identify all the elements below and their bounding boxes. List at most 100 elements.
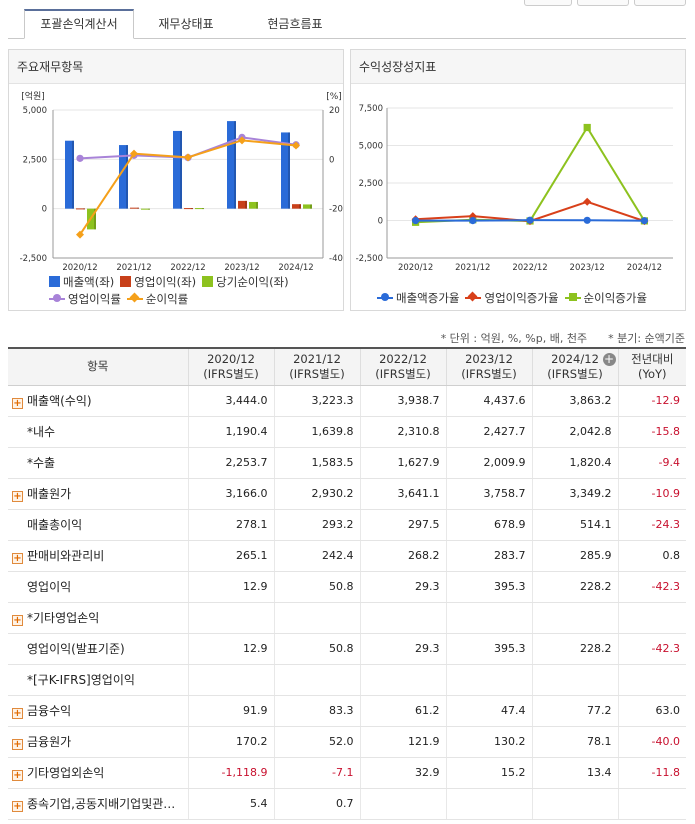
value-cell: 283.7: [445, 540, 532, 572]
x-tick-label: 2021/12: [455, 263, 490, 273]
legend-item[interactable]: 당기순이익(좌): [202, 274, 289, 289]
value-cell: 3,641.1: [359, 478, 446, 510]
value-cell: 50.8: [273, 571, 360, 603]
legend-item[interactable]: 순이익증가율: [564, 290, 647, 305]
value-cell: 4,437.6: [445, 385, 532, 417]
data-point: [583, 216, 591, 224]
table-row: 영업이익 12.9 50.8 29.3 395.3 228.2 -42.3: [8, 571, 686, 603]
unit-label: * 단위 : 억원, %, %p, 배, 천주: [440, 332, 588, 345]
row-label-cell[interactable]: + 판매비와관리비: [8, 540, 188, 572]
table-row: *내수 1,190.4 1,639.8 2,310.8 2,427.7 2,042.8 -1…: [8, 416, 686, 448]
top-toolbar-strip: [0, 0, 695, 8]
toolbar-button[interactable]: [634, 0, 686, 6]
bar-fill: [119, 145, 128, 209]
table-body: + 매출액(수익) 3,444.0 3,223.3 3,938.7 4,437.6 3,86…: [8, 385, 686, 820]
legend-item[interactable]: 영업이익증가율: [465, 290, 559, 305]
legend-label: 영업이익증가율: [484, 290, 559, 305]
table-row: 매출총이익 278.1 293.2 297.5 678.9 514.1 -24.3: [8, 509, 686, 541]
value-cell: 265.1: [187, 540, 274, 572]
growth-indicators-chart: 7,500 5,000 2,500 0 -2,500 2020/12 2021/12 2022…: [356, 104, 673, 273]
value-cell: -7.1: [273, 757, 360, 789]
column-header: 2021/12 (IFRS별도): [273, 348, 360, 386]
value-cell: 29.3: [359, 633, 446, 665]
value-cell: 91.9: [187, 695, 274, 727]
legend-item[interactable]: 영업이익률: [49, 291, 121, 306]
x-tick-label: 2021/12: [116, 263, 151, 273]
legend-item[interactable]: 순이익률: [126, 291, 188, 306]
tab-cash-flow[interactable]: 현금흐름표: [267, 17, 323, 31]
data-point: [184, 153, 192, 162]
expand-row-icon[interactable]: +: [12, 491, 23, 502]
expand-row-icon[interactable]: +: [12, 770, 23, 781]
tab-income-statement[interactable]: 포괄손익계산서: [24, 9, 134, 39]
column-header: 2022/12 (IFRS별도): [359, 348, 446, 386]
toolbar-button[interactable]: [577, 0, 629, 6]
key-financials-chart: [억원] [%] 5,000 2,500 0 -2,500 20 0 -20 -40 2020/12…: [20, 90, 343, 273]
expand-row-icon[interactable]: +: [12, 553, 23, 564]
value-cell: 285.9: [531, 540, 618, 572]
row-label-cell[interactable]: + *기타영업손익: [8, 602, 188, 634]
row-label: *[구K-IFRS]영업이익: [27, 673, 135, 687]
bar-shade: [202, 208, 204, 210]
bar-fill: [249, 201, 258, 209]
value-cell: [273, 602, 360, 634]
expand-row-icon[interactable]: +: [12, 708, 23, 719]
bar: [141, 208, 150, 210]
bar-shade: [288, 132, 290, 209]
add-column-icon[interactable]: +: [602, 352, 616, 366]
value-cell: 1,639.8: [273, 416, 360, 448]
yoy-cell: [617, 602, 686, 634]
value-cell: 50.8: [273, 633, 360, 665]
row-label: 판매비와관리비: [27, 549, 105, 563]
bar-shade: [83, 208, 85, 210]
header-line2: (IFRS별도): [289, 366, 345, 381]
expand-row-icon[interactable]: +: [12, 398, 23, 409]
y-tick-label: -40: [329, 254, 343, 264]
table-row: + 종속기업,공동지배기업및관… 5.4 0.7: [8, 788, 686, 820]
value-cell: 3,349.2: [531, 478, 618, 510]
legend-item[interactable]: 매출액증가율: [377, 290, 459, 305]
tab-balance-sheet[interactable]: 재무상태표: [158, 17, 214, 31]
value-cell: 2,009.9: [445, 447, 532, 479]
yoy-cell: 0.8: [617, 540, 686, 572]
toolbar-button[interactable]: [524, 0, 572, 6]
header-line1: 2023/12: [465, 351, 513, 366]
x-tick-label: 2024/12: [278, 263, 313, 273]
row-label-cell[interactable]: + 매출원가: [8, 478, 188, 510]
bar: [65, 140, 74, 209]
header-line2: (IFRS별도): [203, 366, 259, 381]
value-cell: 15.2: [445, 757, 532, 789]
expand-row-icon[interactable]: +: [12, 801, 23, 812]
value-cell: 2,930.2: [273, 478, 360, 510]
value-cell: 228.2: [531, 571, 618, 603]
value-cell: 293.2: [273, 509, 360, 541]
chart-legend: 매출액(좌) 영업이익(좌) 당기순이익(좌) 영업이익률 순이익률: [49, 274, 345, 308]
bar-fill: [184, 208, 193, 210]
value-cell: [273, 664, 360, 696]
bar: [227, 121, 236, 209]
row-label-cell[interactable]: + 금융원가: [8, 726, 188, 758]
value-cell: 170.2: [187, 726, 274, 758]
bar: [303, 204, 312, 209]
x-tick-label: 2022/12: [512, 263, 547, 273]
header-line2: (IFRS별도): [547, 366, 603, 381]
table-row: + 판매비와관리비 265.1 242.4 268.2 283.7 285.9 0.8: [8, 540, 686, 572]
legend-item[interactable]: 영업이익(좌): [120, 274, 196, 289]
value-cell: [531, 664, 618, 696]
legend-item[interactable]: 매출액(좌): [49, 274, 114, 289]
yoy-cell: 63.0: [617, 695, 686, 727]
column-header: 2024/12 (IFRS별도) +: [531, 348, 618, 386]
row-label-cell[interactable]: + 매출액(수익): [8, 385, 188, 417]
row-label-cell[interactable]: + 금융수익: [8, 695, 188, 727]
value-cell: 12.9: [187, 633, 274, 665]
bar-fill: [141, 208, 150, 210]
bar-shade: [148, 208, 150, 210]
bar-fill: [195, 208, 204, 210]
value-cell: 78.1: [531, 726, 618, 758]
expand-row-icon[interactable]: +: [12, 615, 23, 626]
yoy-cell: -15.8: [617, 416, 686, 448]
y-tick-label: 2,500: [23, 155, 47, 165]
row-label-cell[interactable]: + 종속기업,공동지배기업및관…: [8, 788, 188, 820]
row-label-cell[interactable]: + 기타영업외손익: [8, 757, 188, 789]
expand-row-icon[interactable]: +: [12, 739, 23, 750]
